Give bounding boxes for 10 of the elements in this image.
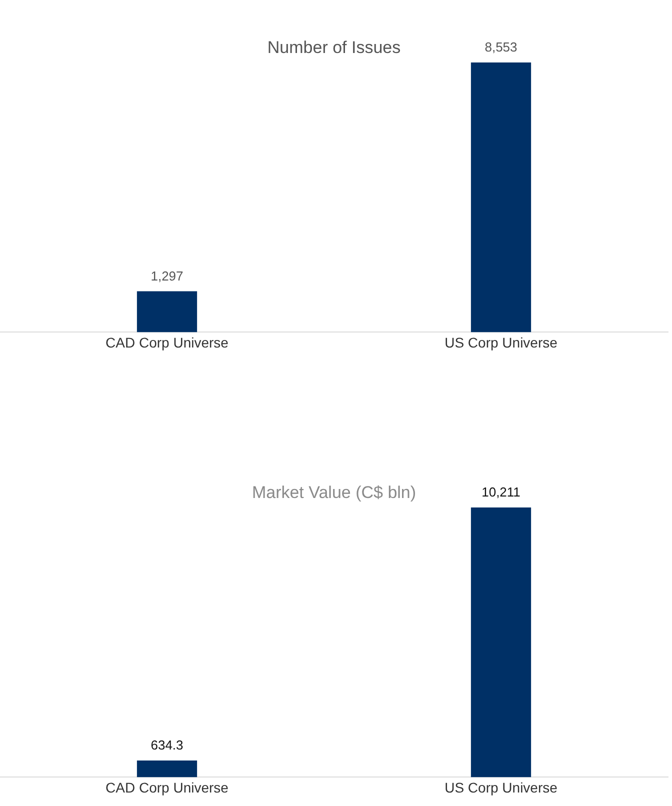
x-tick-label: US Corp Universe [444,779,558,796]
data-label: 10,211 [482,484,520,500]
chart-title: Number of Issues [267,38,401,57]
chart-title: Market Value (C$ bln) [252,482,416,502]
x-tick-label: CAD Corp Universe [106,779,229,796]
data-label: 8,553 [484,39,518,54]
x-tick-label: CAD Corp Universe [106,334,229,350]
x-tick-label: US Corp Universe [444,334,558,350]
data-label: 1,297 [150,268,184,284]
data-label: 634.3 [150,738,184,753]
